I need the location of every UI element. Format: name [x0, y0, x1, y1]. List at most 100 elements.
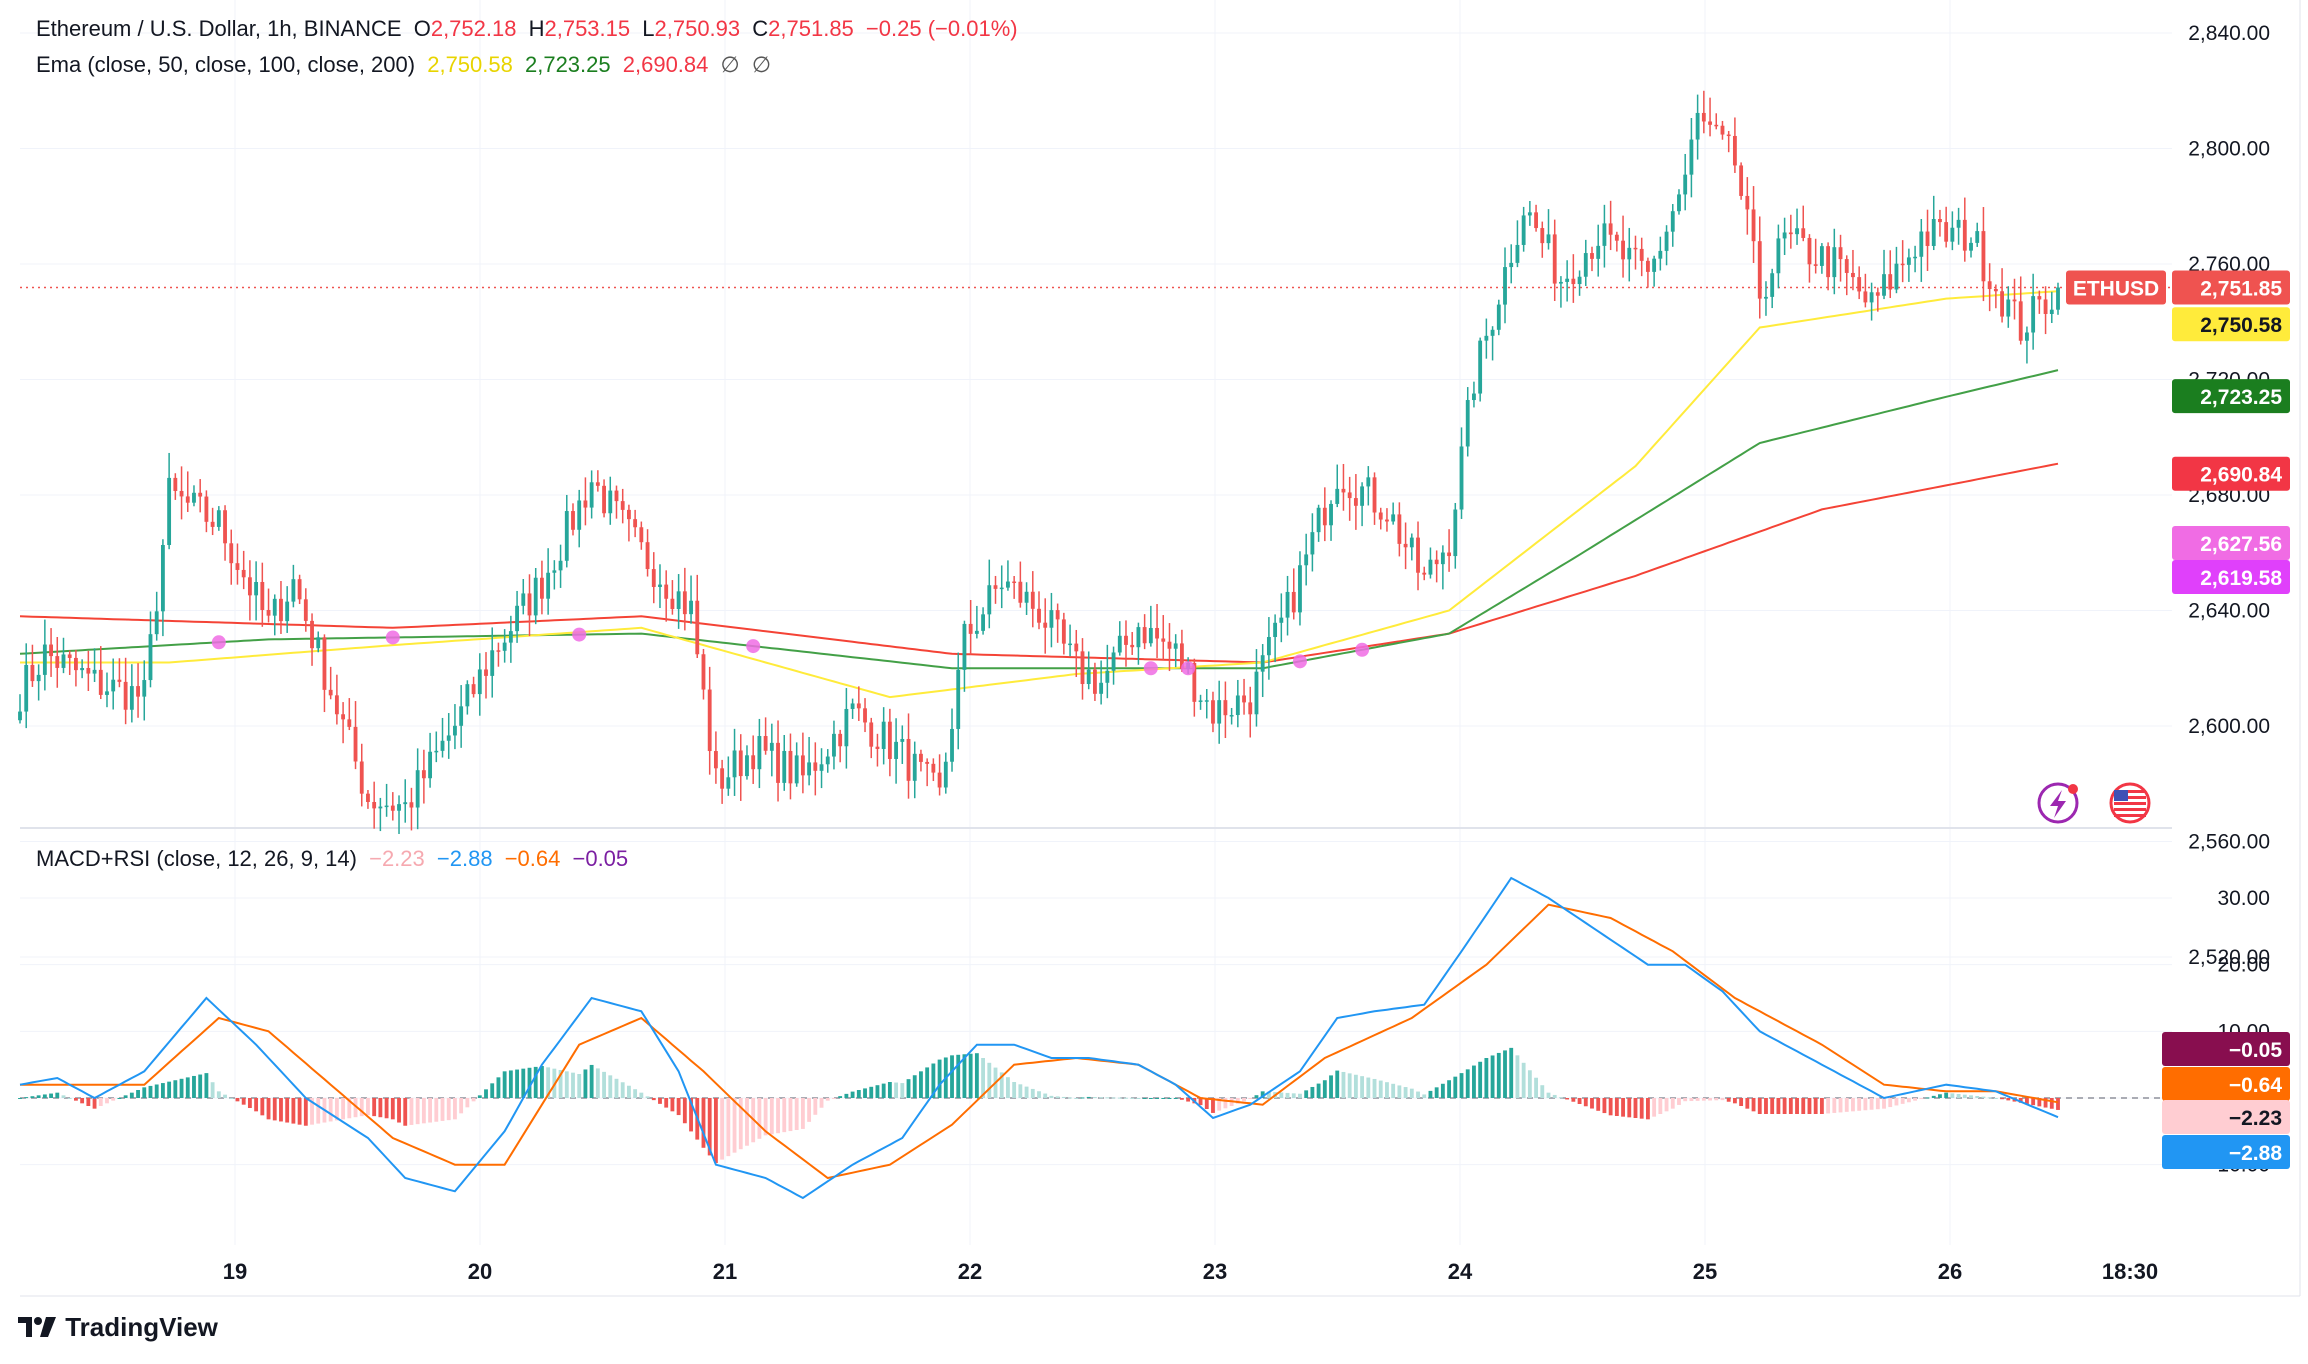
candle-body	[1173, 643, 1178, 649]
macd-histogram-bar	[285, 1098, 290, 1123]
candle-up	[658, 564, 662, 608]
candle-up	[36, 664, 41, 701]
us-flag-icon[interactable]	[2109, 782, 2151, 824]
candle-body	[1061, 619, 1066, 644]
candle-body	[1043, 622, 1048, 628]
candle-body	[1938, 219, 1942, 223]
candle-body	[658, 584, 662, 587]
macd-histogram-bar	[1782, 1098, 1787, 1114]
candle-down	[1571, 254, 1576, 303]
flash-icon-dot	[2068, 784, 2078, 794]
macd-histogram-bar	[788, 1098, 793, 1132]
candle-up	[1266, 617, 1271, 680]
candle-up	[1832, 228, 1837, 295]
macd-histogram-bar	[1645, 1098, 1650, 1120]
candle-body	[2018, 301, 2023, 341]
chart-icons[interactable]	[2037, 782, 2151, 824]
ema-lines	[19, 286, 2172, 699]
candle-down	[937, 754, 942, 796]
price-axis[interactable]: 2,840.002,800.002,760.002,720.002,680.00…	[2188, 22, 2270, 1177]
candle-up	[1465, 387, 1470, 457]
macd-histogram-bar	[1478, 1061, 1483, 1098]
macd-histogram-bar	[179, 1078, 184, 1098]
candle-up	[1975, 222, 1980, 247]
candle-body	[745, 755, 749, 777]
candle-up	[453, 704, 457, 750]
candle-up	[24, 643, 29, 729]
macd-histogram-bar	[1335, 1070, 1340, 1098]
candle-down	[390, 792, 395, 821]
candle-down	[602, 479, 606, 518]
macd-histogram-bar	[74, 1098, 78, 1101]
candle-body	[1987, 281, 1992, 289]
candle-body	[1086, 669, 1091, 685]
candle-down	[738, 734, 743, 801]
candle-up	[508, 615, 513, 663]
macd-histogram-bar	[589, 1064, 594, 1098]
macd-histogram-bar	[1093, 1097, 1097, 1099]
candle-up	[1677, 189, 1681, 215]
candle-up	[148, 611, 153, 688]
change-value: −0.25 (−0.01%)	[865, 16, 1018, 41]
ema200-line	[19, 462, 2059, 664]
candle-body	[98, 669, 103, 695]
macd-histogram-bar	[260, 1098, 265, 1116]
macd-histogram-bar	[1043, 1093, 1048, 1098]
candle-body	[1503, 267, 1507, 305]
candle-down	[906, 713, 911, 799]
candle-body	[1360, 486, 1365, 506]
macd-histogram-bar	[1813, 1098, 1818, 1114]
macd-histogram-bar	[1714, 1098, 1719, 1101]
badge-text: −2.23	[2229, 1107, 2282, 1130]
candle-body	[813, 762, 818, 771]
candle-up	[1782, 217, 1787, 256]
candle-body	[1397, 514, 1402, 544]
macd-histogram-bar	[658, 1098, 662, 1104]
candle-up	[192, 485, 196, 507]
tradingview-logo[interactable]: TradingView	[18, 1312, 218, 1343]
candle-down	[1900, 240, 1905, 283]
macd-histogram-bar	[595, 1068, 600, 1098]
macd-histogram-bar	[1254, 1095, 1259, 1098]
macd-histogram-bar	[434, 1098, 439, 1122]
macd-histogram-bar	[1981, 1096, 1986, 1098]
time-axis[interactable]: 19 20 21 22 23 24 25 26 18:30	[223, 1259, 2158, 1284]
candle-body	[1701, 112, 1706, 122]
macd-histogram-bar	[1385, 1082, 1389, 1098]
candle-down	[2037, 290, 2042, 314]
candle-body	[136, 686, 140, 697]
candle-body	[484, 669, 488, 676]
candle-down	[1353, 474, 1358, 530]
macd-histogram-bar	[61, 1095, 66, 1098]
badge-text: 2,750.58	[2200, 314, 2282, 337]
candle-up	[589, 470, 594, 519]
candle-body	[1975, 231, 1980, 243]
candle-up	[1950, 211, 1955, 251]
candle-body	[1658, 250, 1663, 259]
candle-down	[204, 490, 209, 533]
candle-up	[2025, 326, 2029, 364]
macd-histogram-bar	[738, 1098, 743, 1150]
candle-body	[875, 746, 880, 749]
candle-up	[782, 734, 787, 791]
candle-up	[378, 797, 383, 832]
macd-histogram-bar	[1211, 1098, 1215, 1113]
candle-body	[1260, 655, 1265, 672]
candle-body	[1664, 231, 1669, 251]
macd-histogram-bar	[341, 1098, 346, 1120]
candle-up	[689, 575, 693, 624]
candle-up	[1298, 551, 1302, 626]
candle-body	[981, 614, 985, 631]
candle-up	[1652, 255, 1657, 287]
flash-icon[interactable]	[2037, 782, 2079, 824]
macd-histogram-bar	[1956, 1094, 1961, 1098]
macd-histogram-bar	[757, 1098, 762, 1139]
candle-down	[1378, 507, 1383, 530]
flag-stripe	[2114, 814, 2146, 817]
macd-histogram-bar	[950, 1055, 954, 1098]
candle-body	[1117, 635, 1122, 653]
macd-histogram-bar	[1639, 1098, 1644, 1119]
candle-body	[1925, 231, 1930, 246]
candle-body	[863, 708, 867, 723]
